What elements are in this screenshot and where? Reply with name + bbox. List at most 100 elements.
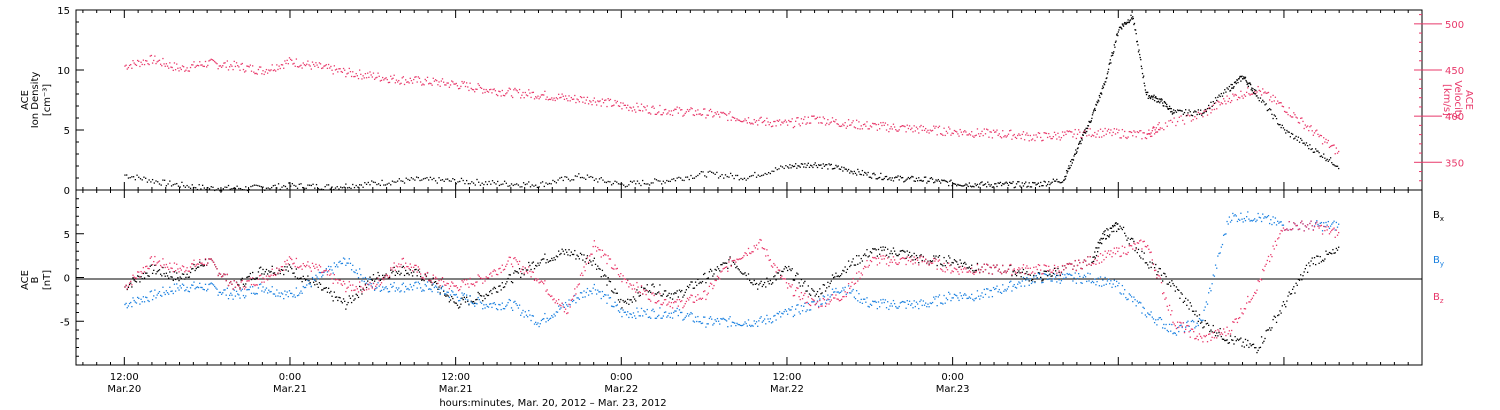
by-point (403, 291, 406, 293)
density-point (1266, 109, 1268, 112)
velocity-point (739, 120, 742, 122)
bx-point (738, 269, 740, 271)
velocity-point (453, 83, 455, 85)
velocity-point (459, 87, 461, 90)
bx-point (182, 273, 185, 276)
density-point (1049, 183, 1051, 186)
by-point (162, 286, 164, 288)
bx-point (547, 261, 549, 263)
velocity-point (535, 96, 537, 98)
velocity-point (684, 112, 686, 115)
velocity-point (1288, 107, 1290, 109)
bx-point (188, 276, 191, 278)
by-point (1203, 309, 1205, 311)
bz-point (208, 258, 210, 260)
bx-point (476, 298, 478, 301)
density-point (1076, 147, 1079, 150)
by-point (944, 302, 946, 304)
density-point (1067, 167, 1069, 170)
by-point (127, 305, 130, 307)
bz-point (483, 277, 485, 280)
by-point (926, 305, 928, 308)
velocity-point (523, 97, 525, 99)
velocity-point (1122, 135, 1125, 137)
velocity-point (875, 123, 877, 126)
velocity-point (1068, 130, 1071, 132)
velocity-point (216, 63, 218, 65)
velocity-point (136, 59, 139, 62)
density-point (1091, 114, 1094, 116)
bx-point (344, 300, 346, 302)
velocity-point (868, 128, 870, 130)
velocity-point (846, 125, 849, 127)
velocity-point (858, 121, 860, 123)
by-point (568, 299, 570, 301)
by-point (421, 290, 423, 292)
density-point (510, 183, 513, 185)
bx-point (821, 292, 823, 294)
bx-point (1174, 290, 1176, 292)
bx-point (1098, 242, 1101, 244)
density-point (954, 183, 957, 185)
velocity-point (1180, 115, 1182, 117)
bx-point (630, 299, 632, 301)
by-point (1335, 221, 1338, 224)
bz-point (437, 282, 439, 285)
bx-point (1118, 228, 1120, 231)
by-point (393, 282, 395, 284)
density-point (383, 184, 385, 186)
by-point (579, 292, 582, 294)
density-point (334, 187, 337, 189)
velocity-point (161, 65, 163, 67)
bx-point (1332, 248, 1334, 251)
bx-point (1282, 301, 1285, 303)
bz-point (324, 270, 326, 272)
velocity-point (268, 69, 270, 71)
by-point (1097, 277, 1099, 279)
by-point (151, 298, 154, 301)
velocity-point (910, 128, 912, 131)
by-point (836, 291, 838, 293)
velocity-point (1078, 129, 1080, 131)
bz-point (353, 289, 355, 292)
velocity-point (1264, 91, 1266, 93)
density-point (781, 166, 784, 168)
by-point (1155, 319, 1157, 321)
by-point (1115, 280, 1118, 283)
by-point (960, 295, 962, 297)
velocity-point (997, 134, 999, 137)
by-point (686, 313, 689, 315)
bx-point (1196, 315, 1198, 317)
velocity-point (156, 61, 158, 63)
bx-point (834, 276, 836, 278)
by-point (662, 315, 665, 317)
bx-point (801, 285, 804, 287)
density-point (648, 184, 651, 186)
bx-point (1010, 264, 1012, 266)
velocity-point (1105, 133, 1107, 135)
density-point (854, 172, 857, 175)
bx-point (889, 252, 891, 255)
bx-point (786, 269, 789, 272)
bx-point (279, 272, 281, 275)
bx-point (398, 270, 400, 272)
velocity-point (375, 77, 377, 79)
by-point (163, 291, 165, 294)
velocity-point (515, 89, 517, 91)
by-point (173, 283, 176, 285)
bx-point (1209, 330, 1211, 333)
by-point (958, 299, 960, 302)
density-point (778, 168, 780, 170)
bx-point (1150, 266, 1152, 269)
bx-point (425, 275, 428, 278)
density-point (888, 178, 890, 180)
bx-point (750, 282, 752, 284)
x-tick-date-label: Mar.22 (770, 384, 804, 395)
velocity-point (392, 77, 394, 79)
velocity-point (501, 89, 503, 92)
by-point (563, 306, 566, 309)
density-point (1147, 97, 1149, 100)
bx-point (275, 273, 277, 276)
density-point (633, 180, 635, 182)
bz-point (316, 266, 318, 268)
